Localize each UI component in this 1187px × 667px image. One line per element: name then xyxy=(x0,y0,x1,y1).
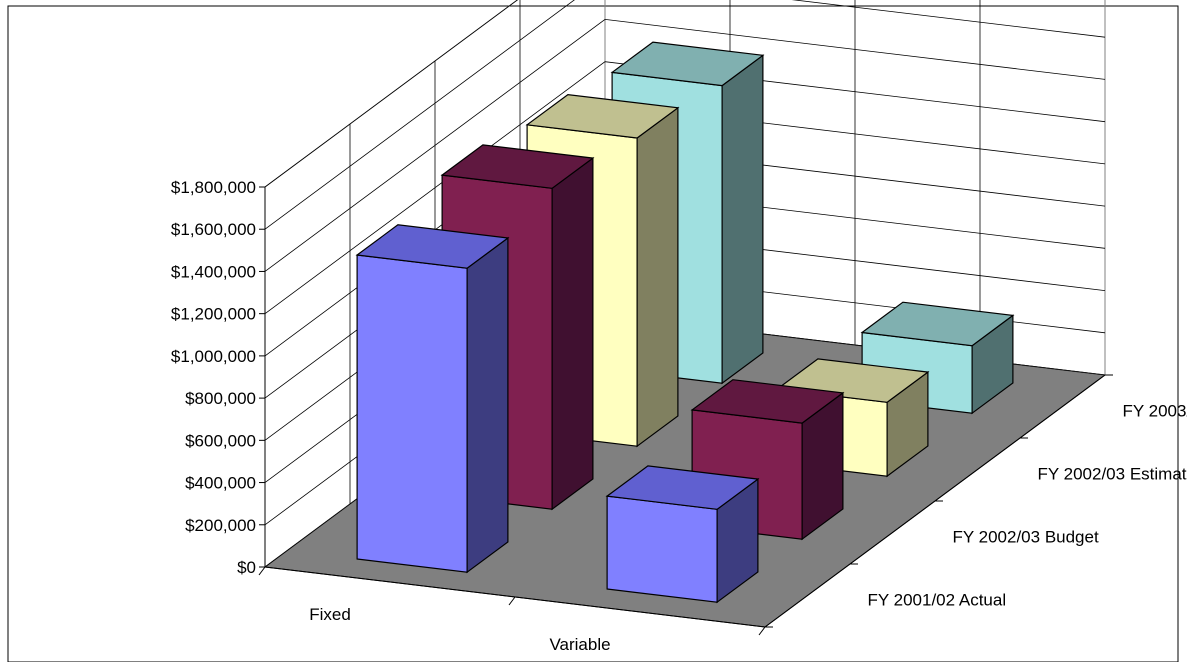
bar-front xyxy=(607,496,717,602)
bar-front xyxy=(357,255,467,572)
bar-side xyxy=(722,55,763,383)
y-tick-label: $400,000 xyxy=(185,474,256,493)
series-label: FY 2003/04 Budget xyxy=(1123,402,1187,421)
series-label: FY 2001/02 Actual xyxy=(868,591,1007,610)
y-tick-label: $1,000,000 xyxy=(171,347,256,366)
bar-side xyxy=(637,108,678,446)
bar-side xyxy=(552,158,593,509)
y-tick-label: $600,000 xyxy=(185,431,256,450)
series-label: FY 2002/03 Budget xyxy=(953,528,1099,547)
y-tick-label: $1,800,000 xyxy=(171,178,256,197)
bar-fy-2001-02-actual-fixed xyxy=(357,225,508,572)
bar-side xyxy=(467,238,508,572)
y-tick-label: $1,200,000 xyxy=(171,305,256,324)
x-tick-label: Fixed xyxy=(309,605,351,624)
y-tick-label: $0 xyxy=(237,558,256,577)
y-tick-label: $1,400,000 xyxy=(171,262,256,281)
y-tick-label: $800,000 xyxy=(185,389,256,408)
x-tick-label: Variable xyxy=(549,635,610,654)
y-tick-label: $1,600,000 xyxy=(171,220,256,239)
series-label: FY 2002/03 Estimated Actual xyxy=(1038,465,1187,484)
y-tick-label: $200,000 xyxy=(185,516,256,535)
bar-fy-2001-02-actual-variable xyxy=(607,466,758,602)
